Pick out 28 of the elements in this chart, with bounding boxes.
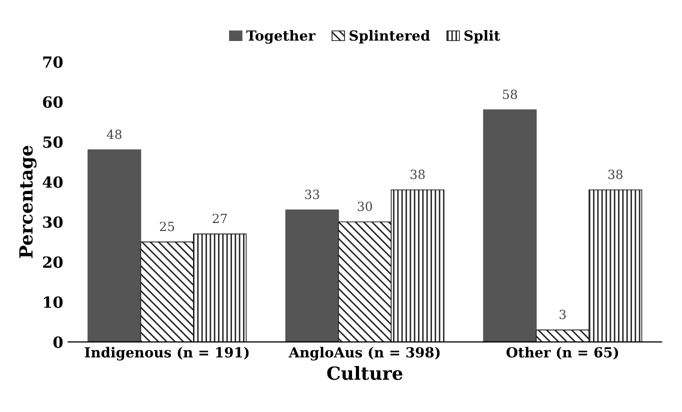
x-tick-label: Other (n = 65) xyxy=(506,346,618,360)
data-label: 33 xyxy=(305,190,320,200)
data-label: 25 xyxy=(160,222,174,232)
legend-label: Split xyxy=(464,30,500,44)
data-label: 30 xyxy=(358,202,372,212)
data-label: 58 xyxy=(503,90,518,100)
data-label: 38 xyxy=(410,170,425,180)
data-label: 3 xyxy=(560,310,566,320)
y-axis-title: Percentage xyxy=(19,146,37,258)
y-tick-label: 50 xyxy=(43,136,63,148)
data-label: 38 xyxy=(608,170,622,180)
x-tick-label: Indigenous (n = 191) xyxy=(84,346,249,360)
legend-label: Together xyxy=(246,30,316,44)
legend-label: Splintered xyxy=(350,30,430,44)
y-tick-label: 30 xyxy=(43,216,63,228)
bar xyxy=(88,149,142,342)
bar xyxy=(483,109,537,342)
x-tick-label: AngloAus (n = 398) xyxy=(288,346,440,360)
bar xyxy=(285,209,339,342)
y-tick-label: 70 xyxy=(43,56,63,68)
y-tick-label: 20 xyxy=(43,256,63,268)
data-label: 27 xyxy=(212,214,227,223)
data-label: 48 xyxy=(106,130,122,140)
y-tick-label: 0 xyxy=(53,336,63,348)
y-tick-label: 60 xyxy=(43,96,63,108)
y-tick-label: 40 xyxy=(42,176,63,188)
y-tick-label: 10 xyxy=(44,296,63,308)
x-axis-title: Culture xyxy=(327,366,402,380)
